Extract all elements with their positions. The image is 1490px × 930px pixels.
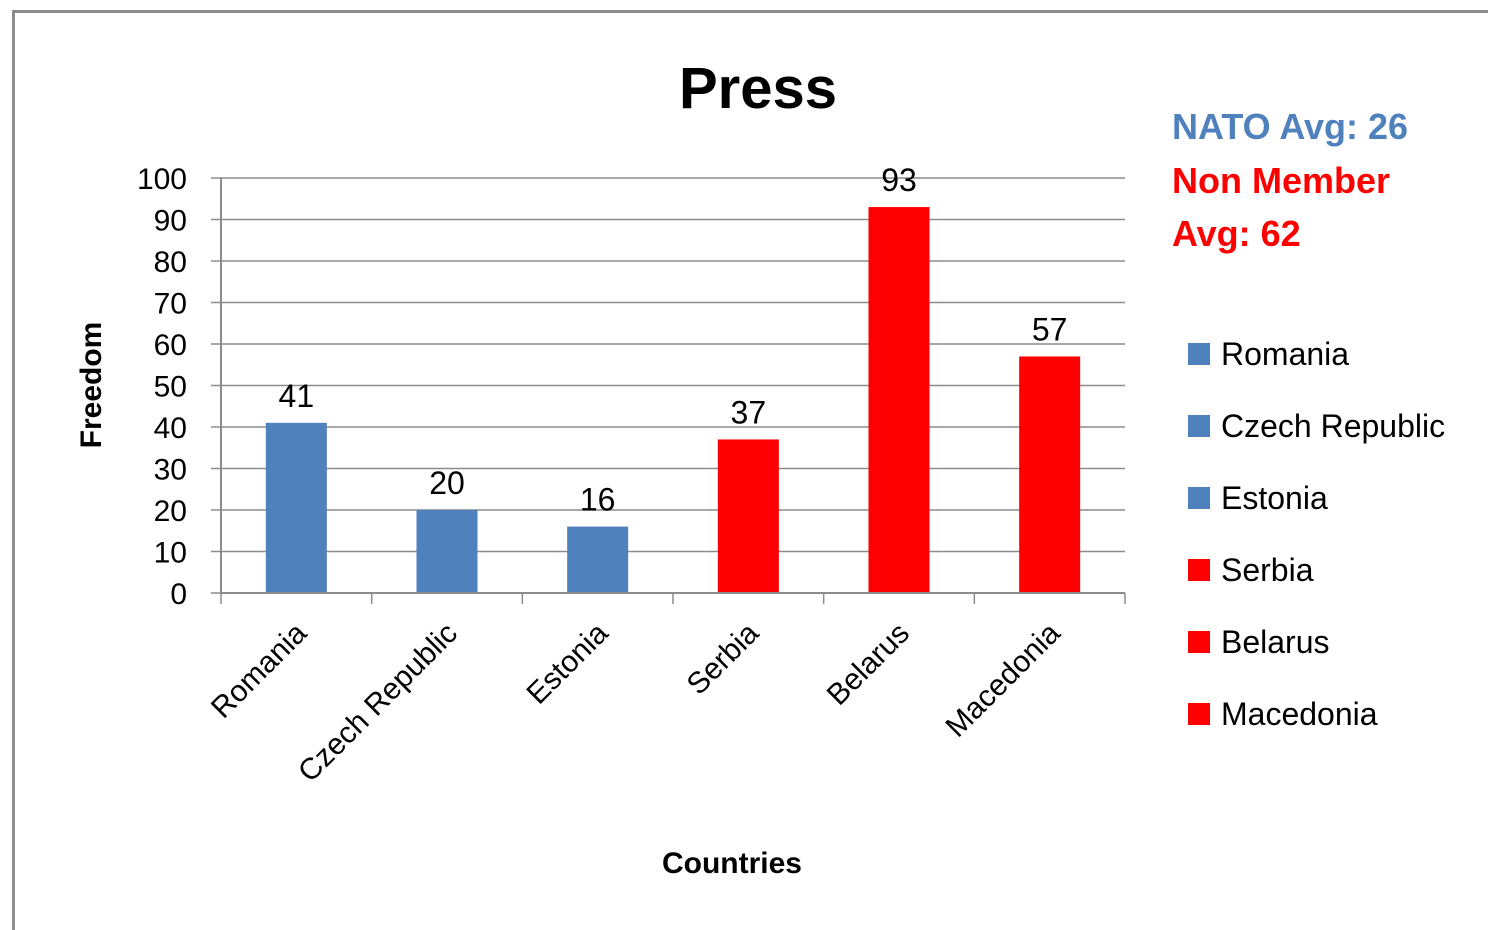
- data-label: 37: [731, 394, 767, 430]
- legend-label: Belarus: [1221, 624, 1330, 660]
- legend-swatch: [1188, 487, 1210, 509]
- x-tick-label: Belarus: [821, 617, 916, 712]
- y-tick-label: 50: [154, 371, 187, 404]
- gridlines: [221, 177, 1125, 553]
- bar-serbia: [717, 439, 779, 593]
- bar-belarus: [868, 207, 930, 594]
- bars: [265, 207, 1081, 594]
- y-tick-label: 40: [154, 412, 187, 445]
- legend-label: Serbia: [1221, 552, 1314, 588]
- legend: Romania Czech Republic Estonia Serbia Belaru…: [1188, 336, 1445, 732]
- data-label: 41: [279, 378, 315, 414]
- non-member-average-annotation-line2: Avg: 62: [1172, 213, 1301, 254]
- x-tick-label: Czech Republic: [292, 617, 464, 789]
- y-tick-label: 80: [154, 246, 187, 279]
- legend-label: Macedonia: [1221, 696, 1378, 732]
- y-axis-title: Freedom: [75, 322, 108, 449]
- legend-label: Czech Republic: [1221, 408, 1445, 444]
- bar-estonia: [567, 526, 629, 593]
- legend-label: Romania: [1221, 336, 1349, 372]
- x-axis: [220, 178, 1126, 604]
- y-tick-label: 100: [137, 163, 187, 196]
- bar-macedonia: [1019, 356, 1081, 593]
- legend-swatch: [1188, 559, 1210, 581]
- y-tick-label: 20: [154, 495, 187, 528]
- legend-swatch: [1188, 343, 1210, 365]
- x-tick-label: Serbia: [681, 616, 766, 701]
- legend-swatch: [1188, 631, 1210, 653]
- non-member-average-annotation-line1: Non Member: [1172, 160, 1390, 201]
- y-tick-label: 30: [154, 454, 187, 487]
- x-tick-label: Romania: [205, 616, 313, 724]
- x-axis-title: Countries: [662, 847, 802, 880]
- legend-label: Estonia: [1221, 480, 1328, 516]
- x-tick-label: Estonia: [521, 616, 615, 710]
- y-axis-ticks: 0 10 20 30 40 50 60 70 80 90 100: [137, 163, 221, 611]
- x-tick-label: Macedonia: [940, 616, 1067, 743]
- data-label: 57: [1032, 311, 1068, 347]
- bar-romania: [265, 422, 327, 593]
- y-tick-label: 0: [170, 578, 187, 611]
- y-tick-label: 90: [154, 205, 187, 238]
- data-labels: 41 20 16 37 93 57: [279, 162, 1068, 518]
- data-label: 20: [429, 465, 465, 501]
- chart-title: Press: [679, 56, 837, 121]
- bar-czech-republic: [416, 510, 478, 593]
- data-label: 16: [580, 482, 616, 518]
- legend-swatch: [1188, 415, 1210, 437]
- y-tick-label: 10: [154, 537, 187, 570]
- y-tick-label: 60: [154, 329, 187, 362]
- data-label: 93: [881, 162, 917, 198]
- nato-average-annotation: NATO Avg: 26: [1172, 106, 1408, 147]
- legend-swatch: [1188, 703, 1210, 725]
- y-tick-label: 70: [154, 288, 187, 321]
